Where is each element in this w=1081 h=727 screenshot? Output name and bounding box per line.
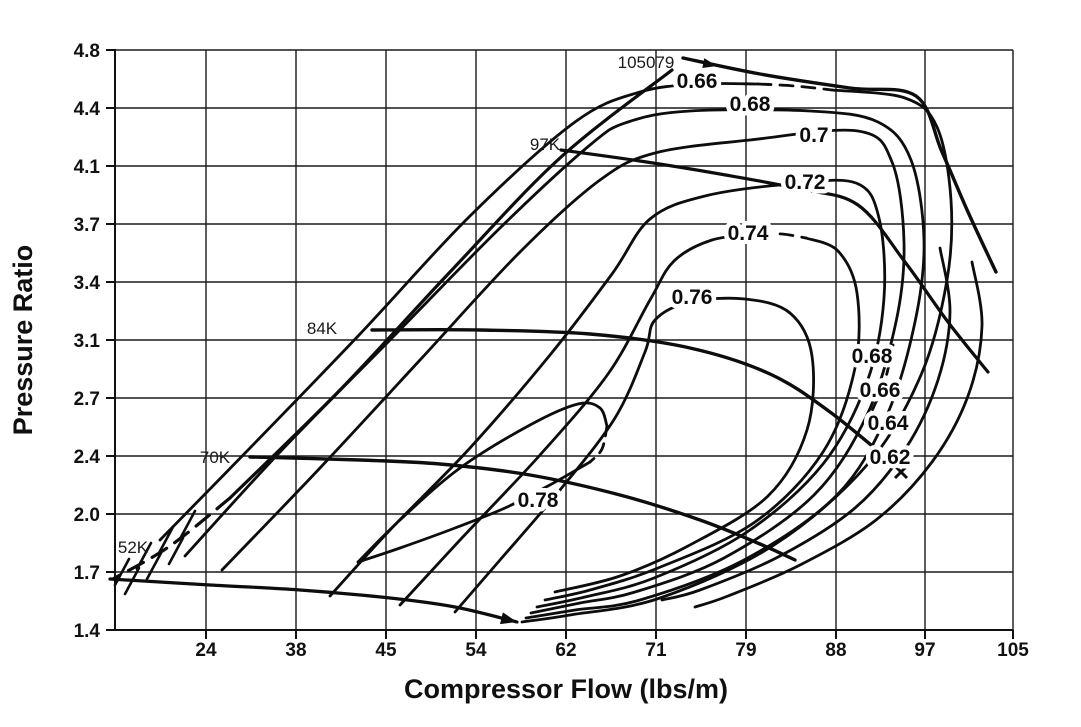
curve-contour-0.66-dash — [756, 82, 834, 92]
speed-line-52k-arrowhead — [500, 612, 517, 625]
curve-contour-0.78-dash — [588, 424, 609, 464]
curve-contour-0.68 — [183, 108, 926, 620]
y-tick-label-1.4: 1.4 — [74, 621, 101, 642]
efficiency-label-0.62-right: 0.62 — [870, 446, 911, 469]
surge-hatch-mark-6 — [167, 536, 185, 566]
y-tick-label-1.7: 1.7 — [74, 563, 100, 584]
speed-label-84k: 84K — [307, 319, 338, 338]
efficiency-label-0.78: 0.78 — [518, 489, 559, 512]
efficiency-label-0.72: 0.72 — [785, 171, 826, 194]
curve-surge-line-dashed — [111, 496, 232, 581]
curve-contour-0.74-a — [398, 232, 760, 607]
efficiency-label-0.66-right: 0.66 — [860, 379, 901, 402]
x-tick-label-105: 105 — [997, 640, 1029, 661]
y-tick-label-4.8: 4.8 — [74, 41, 100, 62]
x-tick-label-71: 71 — [645, 640, 667, 661]
x-tick-label-45: 45 — [375, 640, 397, 661]
x-tick-label-97: 97 — [914, 640, 935, 661]
efficiency-label-0.7: 0.7 — [799, 124, 828, 147]
x-tick-label-62: 62 — [555, 640, 576, 661]
y-tick-label-4.1: 4.1 — [74, 157, 101, 178]
curve-contour-0.70 — [220, 128, 906, 615]
x-tick-label-38: 38 — [285, 640, 306, 661]
x-tick-label-88: 88 — [825, 640, 846, 661]
x-tick-label-79: 79 — [735, 640, 756, 661]
speed-label-70k: 70K — [200, 448, 231, 467]
surge-hatch-mark-3 — [179, 509, 197, 539]
y-tick-label-2.4: 2.4 — [74, 447, 101, 468]
curve-contour-0.62-arc — [693, 260, 984, 609]
y-axis-title: Pressure Ratio — [8, 245, 38, 436]
y-tick-label-3.4: 3.4 — [74, 273, 101, 294]
efficiency-label-0.74: 0.74 — [728, 222, 769, 245]
efficiency-label-0.66-top: 0.66 — [677, 70, 718, 93]
x-tick-label-24: 24 — [195, 640, 217, 661]
efficiency-label-0.68-top: 0.68 — [730, 93, 771, 116]
speed-line-105k-mid-arrowhead — [702, 58, 717, 68]
efficiency-label-0.68-right: 0.68 — [852, 345, 893, 368]
curve-dashed-segment-right — [869, 343, 895, 415]
curve-contour-0.74-dash — [756, 232, 808, 240]
y-tick-label-3.7: 3.7 — [74, 215, 100, 236]
y-tick-label-2.7: 2.7 — [74, 389, 100, 410]
speed-label-52k: 52K — [118, 538, 149, 557]
curve-contour-0.66-right — [520, 88, 954, 624]
curve-contour-0.66-left — [158, 82, 760, 542]
speed-label-105079: 105079 — [618, 53, 675, 72]
speed-label-97k: 97K — [530, 135, 561, 154]
curve-speed-line-52k — [108, 577, 519, 624]
curve-contour-0.64-arc — [660, 246, 952, 602]
curve-speed-line-84k — [370, 327, 898, 468]
y-tick-label-2.0: 2.0 — [74, 505, 100, 526]
curve-contour-0.74-b — [543, 236, 861, 602]
x-axis-title: Compressor Flow (lbs/m) — [404, 674, 728, 704]
y-tick-label-4.4: 4.4 — [74, 99, 101, 120]
curve-contour-0.72 — [328, 178, 887, 609]
surge-hatch-mark-2 — [157, 525, 175, 555]
curve-contour-0.78-lower — [356, 460, 592, 564]
curve-speed-line-70k — [248, 455, 797, 562]
surge-hatch-mark-5 — [145, 551, 163, 581]
efficiency-label-0.64-right: 0.64 — [868, 412, 909, 435]
curve-contour-0.76 — [453, 296, 815, 614]
curve-speed-line-97k — [559, 148, 990, 374]
x-tick-label-54: 54 — [465, 640, 487, 661]
curve-speed-line-105k — [681, 56, 998, 274]
curve-contour-0.78-upper — [356, 401, 609, 564]
y-tick-label-3.1: 3.1 — [74, 331, 101, 352]
efficiency-label-0.76: 0.76 — [672, 286, 713, 309]
x-marker-stroke-2 — [893, 464, 909, 480]
